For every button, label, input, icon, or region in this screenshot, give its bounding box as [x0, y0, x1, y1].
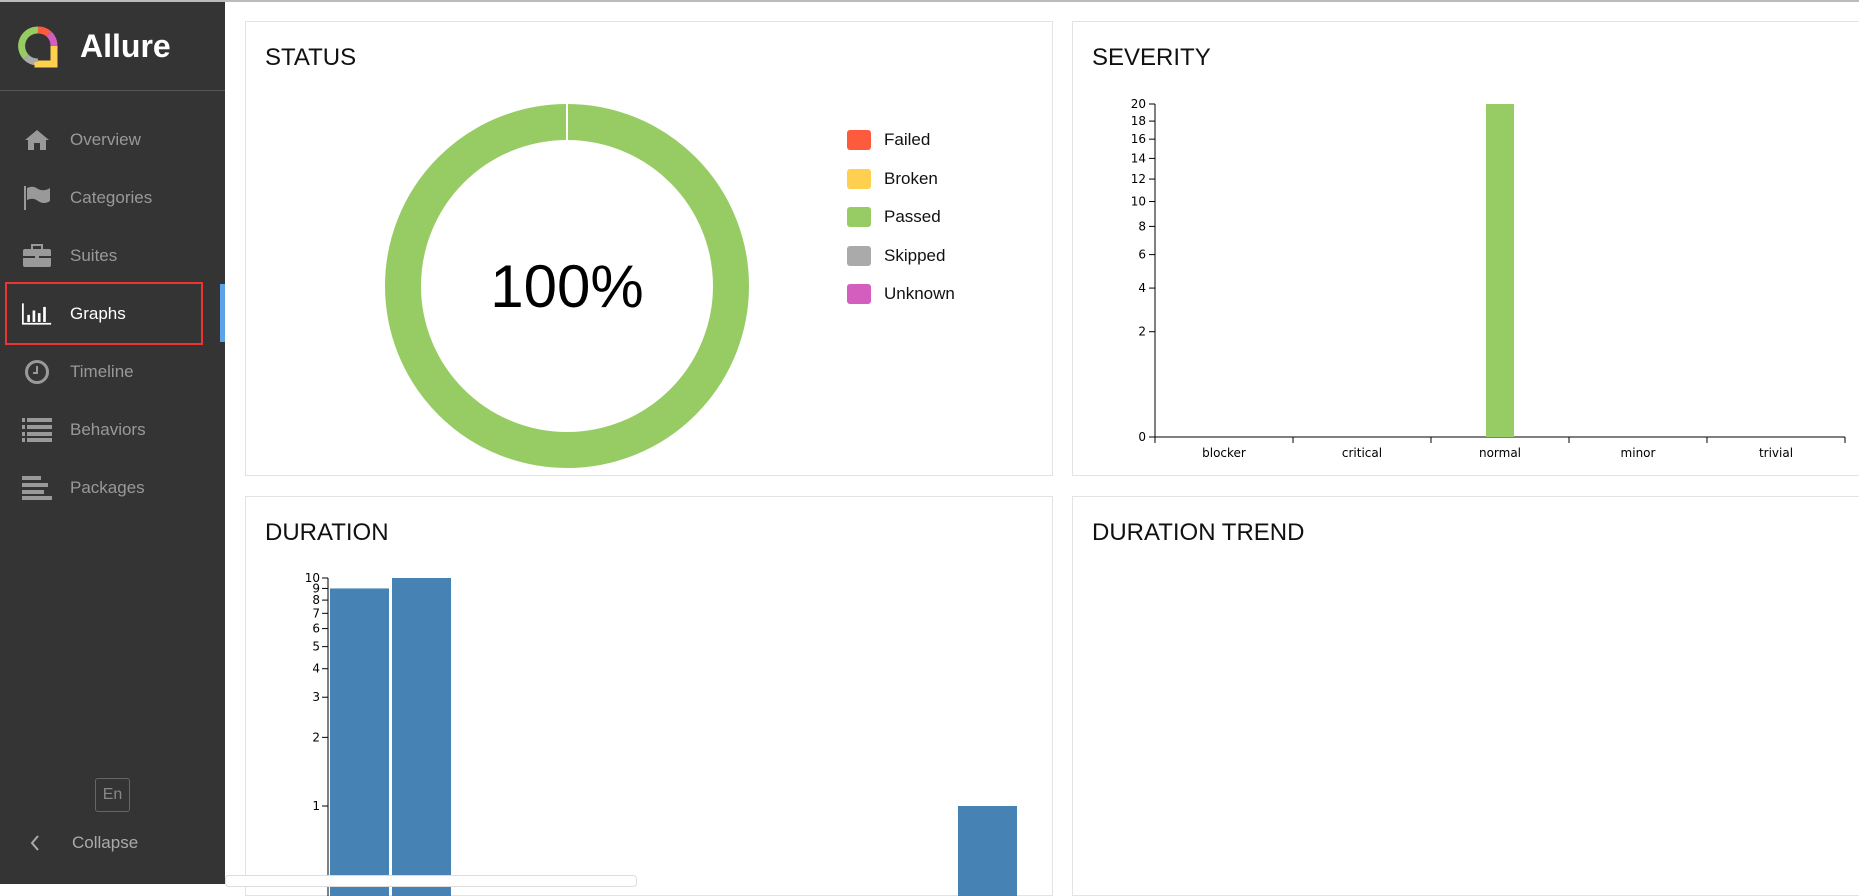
sidebar-item-label: Overview [70, 130, 141, 149]
legend-swatch [847, 246, 871, 266]
legend-item-unknown[interactable]: Unknown [847, 284, 955, 304]
panel-title: SEVERITY [1092, 44, 1211, 71]
legend-item-broken[interactable]: Broken [847, 169, 938, 189]
y-tick-label: 12 [1131, 172, 1146, 186]
clock-icon [22, 359, 52, 385]
sidebar-item-timeline[interactable]: Timeline [0, 344, 225, 400]
y-tick-label: 8 [1138, 219, 1146, 233]
x-tick-label: critical [1342, 446, 1382, 460]
flag-icon [22, 186, 52, 210]
x-tick-label: trivial [1759, 446, 1793, 460]
donut-center-label: 100% [490, 253, 643, 320]
status-panel: STATUS 100% Failed Broken Passed Skipped… [245, 21, 1053, 476]
y-tick-label: 2 [1138, 325, 1146, 339]
language-button[interactable]: En [95, 778, 130, 812]
sidebar-item-label: Behaviors [70, 420, 146, 439]
allure-logo-icon [18, 26, 58, 68]
bar-normal[interactable] [1486, 104, 1514, 437]
legend-swatch [847, 130, 871, 150]
sidebar-item-graphs[interactable]: Graphs [0, 286, 225, 342]
legend-label: Failed [884, 130, 931, 149]
collapse-button[interactable]: Collapse [0, 828, 225, 858]
briefcase-icon [22, 244, 52, 268]
y-tick-label: 10 [305, 571, 320, 585]
y-tick-label: 18 [1131, 114, 1146, 128]
sidebar-item-behaviors[interactable]: Behaviors [0, 402, 225, 458]
sidebar-item-suites[interactable]: Suites [0, 228, 225, 284]
collapse-label: Collapse [72, 833, 139, 852]
legend-item-failed[interactable]: Failed [847, 130, 930, 150]
y-tick-label: 4 [1138, 281, 1146, 295]
y-tick-label: 20 [1131, 97, 1146, 111]
legend-item-passed[interactable]: Passed [847, 207, 941, 227]
sidebar-item-label: Timeline [70, 362, 134, 381]
legend-swatch [847, 169, 871, 189]
panel-title: DURATION [265, 519, 389, 546]
duration-bar[interactable] [392, 578, 451, 896]
x-tick-label: blocker [1202, 446, 1246, 460]
brand[interactable]: Allure [16, 24, 171, 68]
legend-label: Skipped [884, 246, 946, 265]
bar-chart-icon [22, 302, 52, 326]
legend-label: Unknown [884, 284, 955, 303]
y-tick-label: 0 [1138, 430, 1146, 444]
y-tick-label: 14 [1131, 151, 1146, 165]
legend-item-skipped[interactable]: Skipped [847, 246, 945, 266]
y-tick-label: 5 [312, 640, 320, 654]
status-donut-chart: 100% [385, 104, 749, 468]
sidebar-divider [0, 90, 225, 91]
y-tick-label: 10 [1131, 195, 1146, 209]
legend-label: Passed [884, 207, 941, 226]
active-indicator [220, 284, 225, 342]
sidebar-item-categories[interactable]: Categories [0, 170, 225, 226]
duration-bar[interactable] [330, 588, 389, 896]
duration-bar[interactable] [958, 806, 1017, 896]
legend-swatch [847, 284, 871, 304]
severity-bar-chart: 0 2 4 6 8 10 12 14 16 18 20 blocker critical normal mi… [1131, 97, 1846, 460]
home-icon [22, 129, 52, 151]
y-tick-label: 8 [312, 593, 320, 607]
y-tick-label: 16 [1131, 132, 1146, 146]
sidebar-item-label: Graphs [70, 304, 126, 323]
y-tick-label: 1 [312, 799, 320, 813]
severity-panel: SEVERITY 0 2 4 6 8 10 12 14 16 18 20 blocker critica… [1072, 21, 1859, 476]
align-left-icon [22, 476, 52, 500]
y-tick-label: 9 [312, 581, 320, 595]
y-tick-label: 6 [312, 622, 320, 636]
x-tick-label: normal [1479, 446, 1521, 460]
legend-label: Broken [884, 169, 938, 188]
tooltip-edge [225, 875, 637, 887]
sidebar-item-packages[interactable]: Packages [0, 460, 225, 516]
panel-title: DURATION TREND [1092, 519, 1305, 546]
legend-swatch [847, 207, 871, 227]
sidebar: Allure Overview Categories Suites Graphs… [0, 2, 225, 884]
window-top-border [0, 0, 1859, 2]
y-tick-label: 4 [312, 662, 320, 676]
y-tick-label: 7 [312, 606, 320, 620]
sidebar-item-label: Categories [70, 188, 153, 207]
sidebar-item-label: Packages [70, 478, 145, 497]
y-tick-label: 3 [312, 690, 320, 704]
chevron-left-icon [30, 835, 40, 851]
duration-trend-panel: DURATION TREND [1072, 496, 1859, 896]
app-name: Allure [80, 27, 171, 64]
list-icon [22, 418, 52, 442]
sidebar-item-label: Suites [70, 246, 118, 265]
duration-panel: DURATION 1 2 3 4 5 6 7 8 9 10 [245, 496, 1053, 896]
y-tick-label: 2 [312, 730, 320, 744]
panel-title: STATUS [265, 44, 357, 71]
sidebar-item-overview[interactable]: Overview [0, 112, 225, 168]
y-tick-label: 6 [1138, 248, 1146, 262]
x-tick-label: minor [1621, 446, 1656, 460]
